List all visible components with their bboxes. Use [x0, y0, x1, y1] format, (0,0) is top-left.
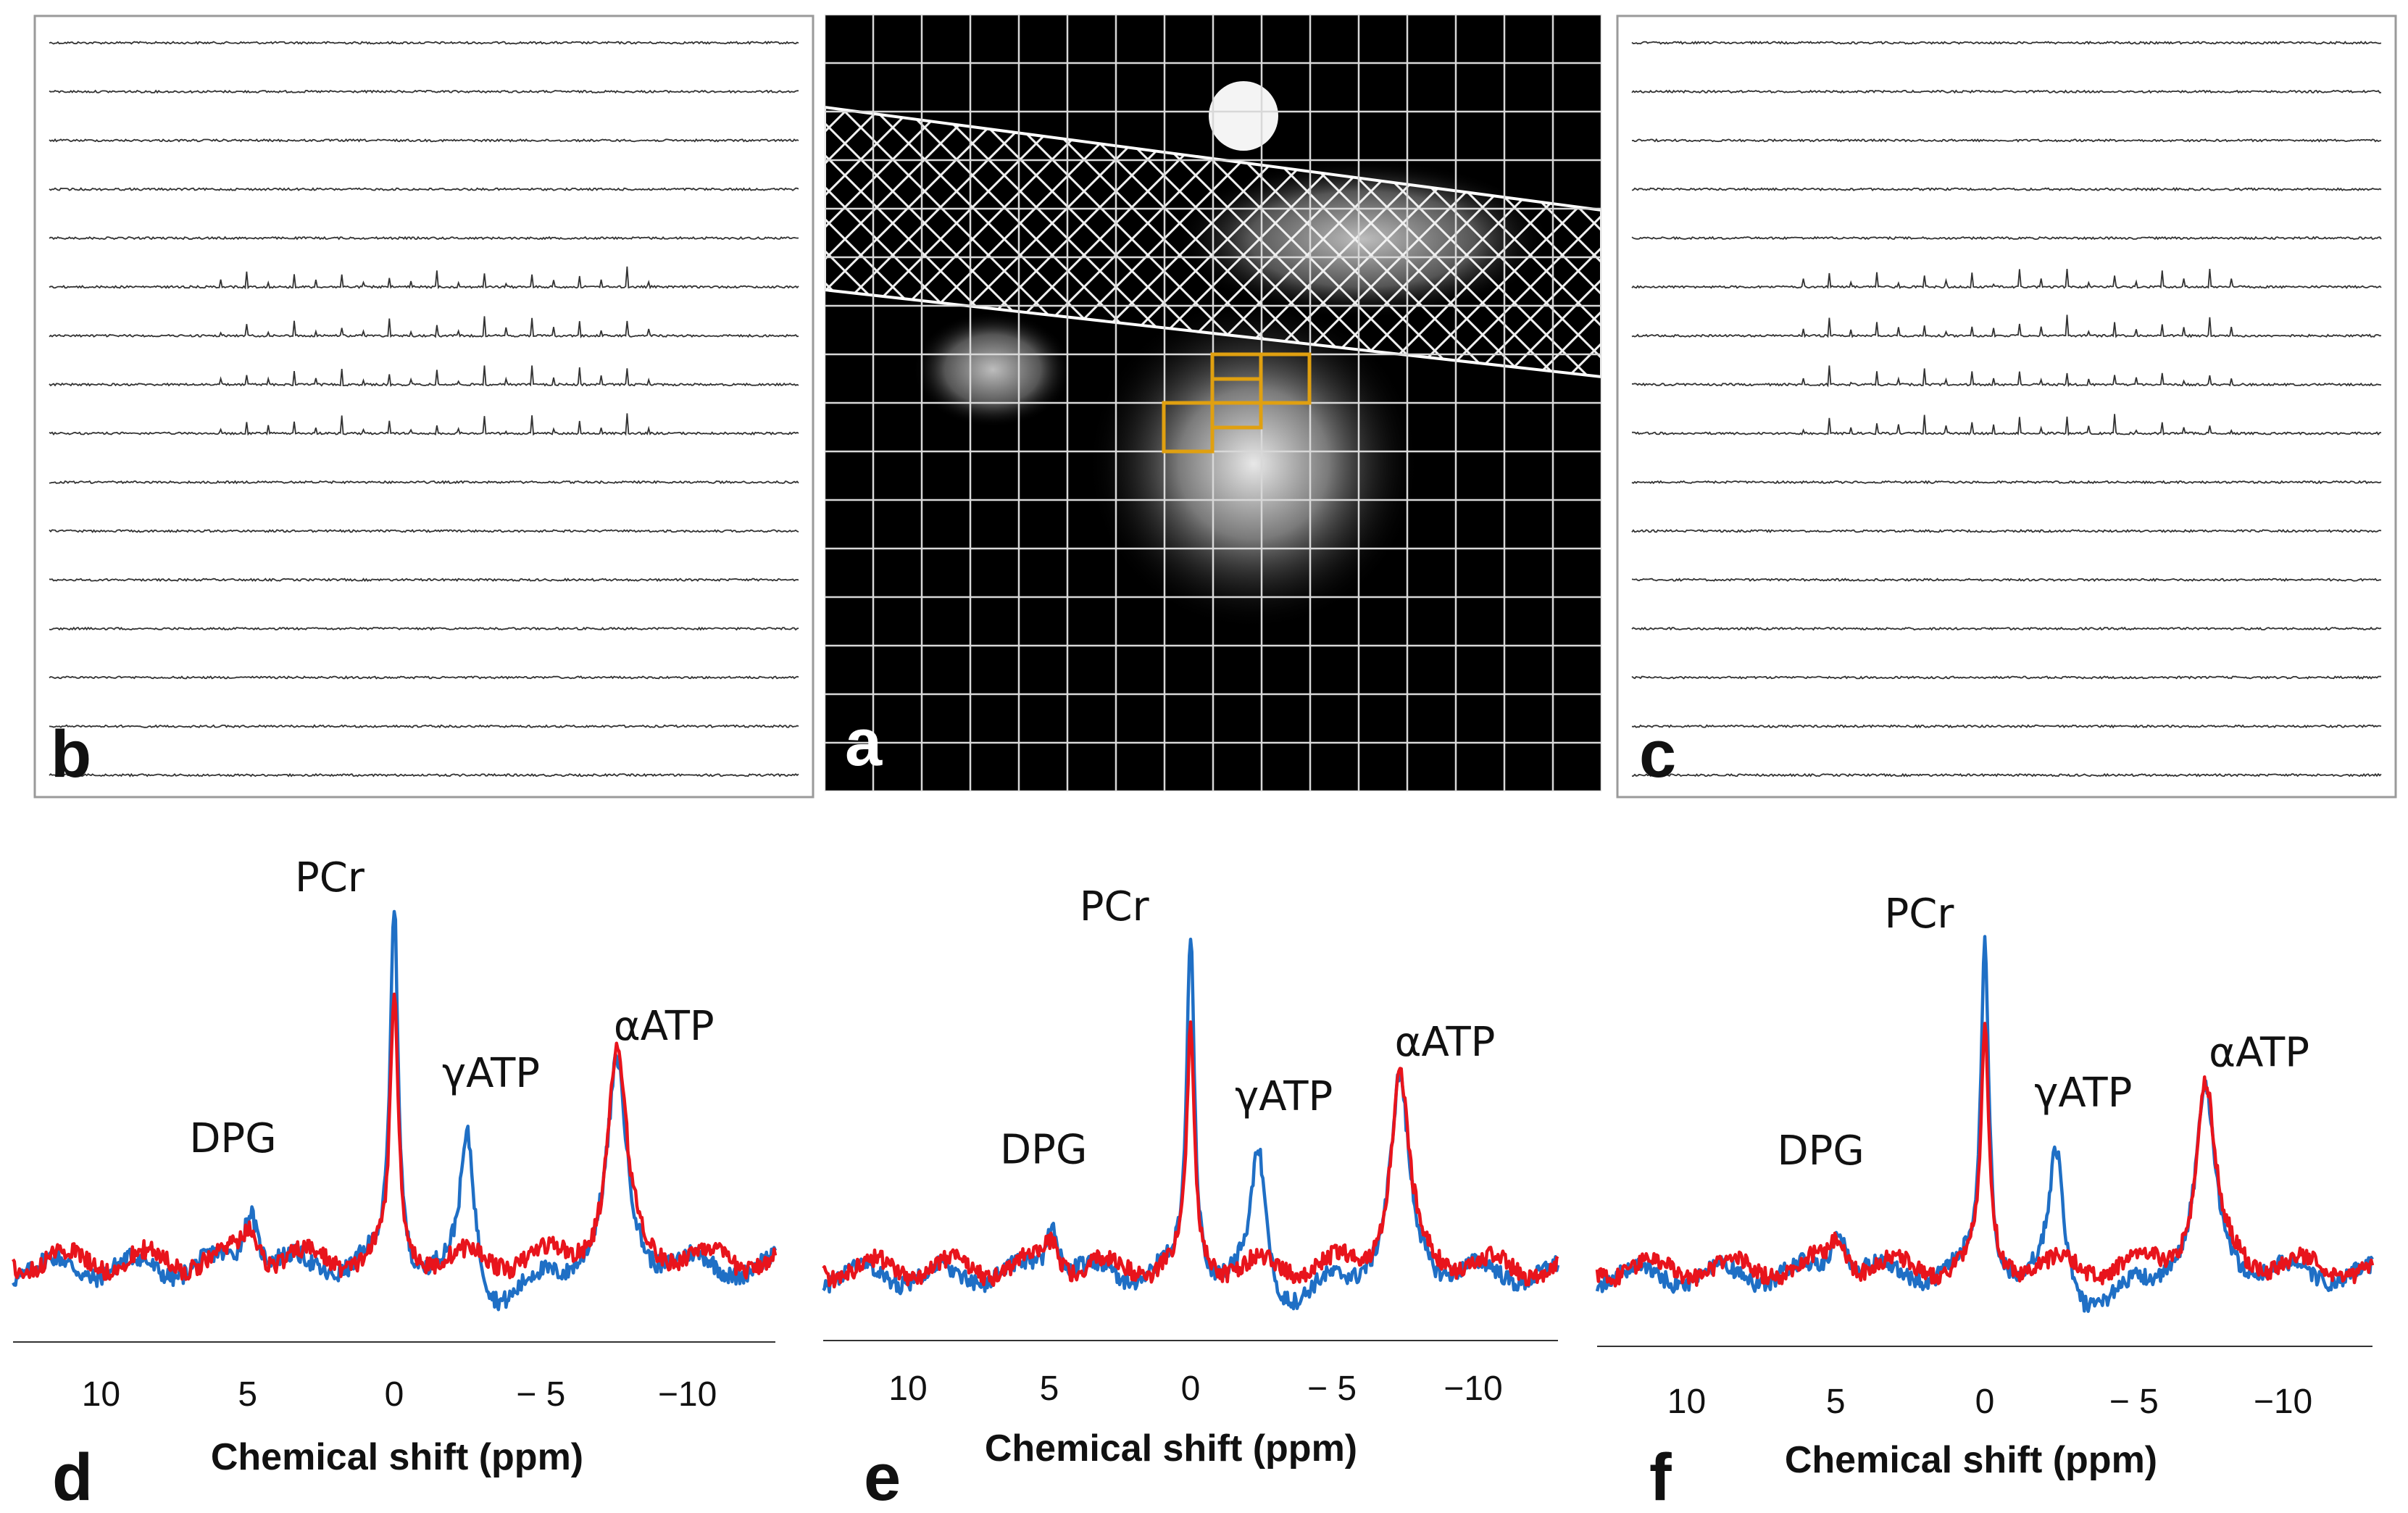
- spectrum-trace: [1631, 269, 2382, 289]
- spectrum-trace: [1631, 414, 2382, 436]
- panel-f-letter: f: [1649, 1441, 1672, 1513]
- spectrum-trace: [1631, 528, 2382, 533]
- panel-d-letter: d: [52, 1441, 93, 1513]
- spectrum-trace: [1631, 772, 2382, 778]
- panel-f-plot: 10 5 0 − 5 −10 DPG PCr γATP αATP: [1595, 891, 2375, 1421]
- x-tick-label: 5: [238, 1375, 257, 1414]
- spectrum-trace: [1631, 138, 2382, 143]
- spectrum-trace: [49, 187, 799, 191]
- panel-f: 10 5 0 − 5 −10 DPG PCr γATP αATP Chemical shift …: [1595, 891, 2375, 1513]
- x-tick-label: − 5: [2109, 1383, 2159, 1421]
- spectrum-trace: [1631, 89, 2382, 94]
- selected-voxels: [1162, 352, 1312, 454]
- spectrum-trace: [49, 89, 799, 94]
- x-tick-label: −10: [2254, 1383, 2312, 1421]
- panel-c: c: [1616, 14, 2397, 799]
- spectrum-trace: [1631, 314, 2382, 338]
- x-tick-label: − 5: [1307, 1370, 1357, 1408]
- spectrum-blue-line: [12, 909, 778, 1312]
- spectrum-trace: [49, 724, 799, 729]
- lung-region: [913, 312, 1072, 428]
- panel-d-xlabel: Chemical shift (ppm): [211, 1436, 583, 1478]
- spectrum-trace: [1631, 724, 2382, 729]
- spectrum-trace: [1631, 236, 2382, 241]
- x-tick-label: 0: [385, 1375, 404, 1414]
- spectrum-red-line: [822, 1020, 1559, 1289]
- peak-label: γATP: [2034, 1070, 2132, 1117]
- panel-b-letter: b: [51, 717, 91, 791]
- panel-e-xlabel: Chemical shift (ppm): [985, 1427, 1357, 1470]
- spectrum-trace: [49, 675, 799, 680]
- x-tick-label: 5: [1826, 1383, 1846, 1421]
- spectrum-trace: [49, 365, 799, 388]
- panel-d-plot: 10 5 0 − 5 −10 DPG PCr γATP αATP: [12, 854, 778, 1414]
- peak-label: DPG: [1778, 1128, 1865, 1175]
- spectrum-trace: [49, 528, 799, 533]
- spectrum-blue-line: [822, 937, 1560, 1311]
- peak-label: DPG: [1000, 1126, 1087, 1173]
- panel-a: a: [825, 14, 1601, 791]
- spectrum-red-line: [12, 992, 778, 1281]
- x-tick-label: −10: [658, 1375, 717, 1414]
- panel-e: 10 5 0 − 5 −10 DPG PCr γATP αATP Chemical shift …: [822, 883, 1560, 1513]
- panel-f-xlabel: Chemical shift (ppm): [1785, 1439, 2157, 1481]
- x-tick-label: 10: [1667, 1383, 1706, 1421]
- peak-label: PCr: [295, 854, 365, 901]
- x-tick-label: 10: [82, 1375, 120, 1414]
- spectrum-trace: [49, 236, 799, 241]
- spectrum-trace: [49, 578, 799, 583]
- spectrum-trace: [1631, 626, 2382, 631]
- voxel-4: [1210, 377, 1263, 430]
- spectrum-trace: [49, 480, 799, 485]
- x-tick-label: −10: [1443, 1370, 1502, 1408]
- peak-label: γATP: [442, 1050, 540, 1097]
- spectrum-blue-line: [1595, 935, 2374, 1313]
- spectrum-trace: [49, 772, 799, 778]
- spectrum-trace: [49, 413, 799, 436]
- heart-region: [1087, 297, 1420, 630]
- spectrum-trace: [1631, 41, 2382, 45]
- spectrum-trace: [49, 41, 799, 45]
- spectrum-trace: [49, 626, 799, 631]
- spectrum-trace: [49, 138, 799, 143]
- fiducial-marker: [1209, 81, 1278, 151]
- panel-c-spectra-grid: [1631, 41, 2382, 778]
- panel-b: b: [33, 14, 815, 799]
- panel-b-frame: [33, 14, 815, 799]
- spectrum-red-line: [1595, 1022, 2375, 1288]
- spectrum-trace: [1631, 187, 2382, 192]
- spectrum-trace: [49, 316, 799, 338]
- peak-label: γATP: [1235, 1073, 1333, 1120]
- peak-label: PCr: [1885, 891, 1955, 938]
- panel-e-plot: 10 5 0 − 5 −10 DPG PCr γATP αATP: [822, 883, 1560, 1408]
- x-tick-label: 5: [1040, 1370, 1059, 1408]
- peak-label: DPG: [189, 1115, 276, 1162]
- panel-a-letter: a: [845, 706, 883, 780]
- peak-label: αATP: [1395, 1019, 1496, 1066]
- x-tick-label: 0: [1975, 1383, 1995, 1421]
- panel-b-spectra-grid: [49, 41, 799, 778]
- spectrum-trace: [1631, 480, 2382, 485]
- peak-label: αATP: [614, 1003, 715, 1050]
- spectrum-trace: [1631, 578, 2382, 583]
- panel-c-frame: [1616, 14, 2397, 799]
- panel-c-letter: c: [1639, 717, 1676, 791]
- peak-label: αATP: [2209, 1030, 2309, 1077]
- peak-label: PCr: [1080, 883, 1150, 930]
- spectrum-trace: [49, 266, 799, 290]
- spectrum-trace: [1631, 365, 2382, 388]
- x-tick-label: − 5: [516, 1375, 565, 1414]
- x-tick-label: 10: [888, 1370, 927, 1408]
- panel-d: 10 5 0 − 5 −10 DPG PCr γATP αATP Chemical shift …: [12, 854, 778, 1513]
- panel-e-letter: e: [864, 1441, 901, 1513]
- spectrum-trace: [1631, 675, 2382, 680]
- x-tick-label: 0: [1181, 1370, 1201, 1408]
